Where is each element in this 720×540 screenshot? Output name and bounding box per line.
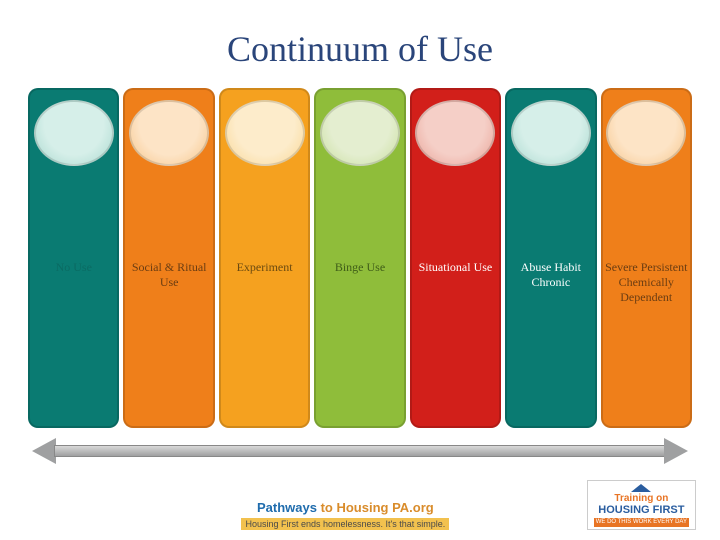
column-no-use: No Use	[28, 88, 119, 428]
column-label: Situational Use	[412, 260, 499, 275]
column-oval	[34, 100, 114, 166]
column-situational: Situational Use	[410, 88, 501, 428]
footer-logos: Pathways to Housing PA.org Housing First…	[0, 480, 720, 530]
housing-first-line1: Training on	[594, 493, 689, 504]
column-label: No Use	[30, 260, 117, 275]
pathways-logo-text-b: to Housing PA.org	[317, 500, 434, 515]
column-binge: Binge Use	[314, 88, 405, 428]
continuum-arrow	[32, 440, 688, 462]
housing-first-logo: Training on HOUSING FIRST WE DO THIS WOR…	[587, 480, 696, 530]
column-oval	[225, 100, 305, 166]
column-oval	[320, 100, 400, 166]
column-label: Experiment	[221, 260, 308, 275]
housing-first-line2: HOUSING FIRST	[594, 504, 689, 516]
column-oval	[606, 100, 686, 166]
column-label: Binge Use	[316, 260, 403, 275]
column-label: Severe Persistent Chemically Dependent	[603, 260, 690, 305]
column-label: Abuse Habit Chronic	[507, 260, 594, 290]
housing-first-line3: WE DO THIS WORK EVERY DAY	[594, 518, 689, 527]
column-abuse-habit-chronic: Abuse Habit Chronic	[505, 88, 596, 428]
page-title: Continuum of Use	[0, 0, 720, 88]
house-icon	[631, 484, 651, 492]
pathways-logo-text-a: Pathways	[257, 500, 317, 515]
column-experiment: Experiment	[219, 88, 310, 428]
column-social-ritual: Social & Ritual Use	[123, 88, 214, 428]
column-oval	[129, 100, 209, 166]
column-severe-dependent: Severe Persistent Chemically Dependent	[601, 88, 692, 428]
column-oval	[511, 100, 591, 166]
pathways-logo-tagline: Housing First ends homelessness. It's th…	[241, 518, 449, 530]
pathways-logo: Pathways to Housing PA.org Housing First…	[241, 501, 449, 530]
continuum-columns: No Use Social & Ritual Use Experiment Bi…	[0, 88, 720, 428]
arrow-left-icon	[32, 438, 56, 464]
column-oval	[415, 100, 495, 166]
arrow-bar	[54, 445, 666, 457]
column-label: Social & Ritual Use	[125, 260, 212, 290]
arrow-right-icon	[664, 438, 688, 464]
